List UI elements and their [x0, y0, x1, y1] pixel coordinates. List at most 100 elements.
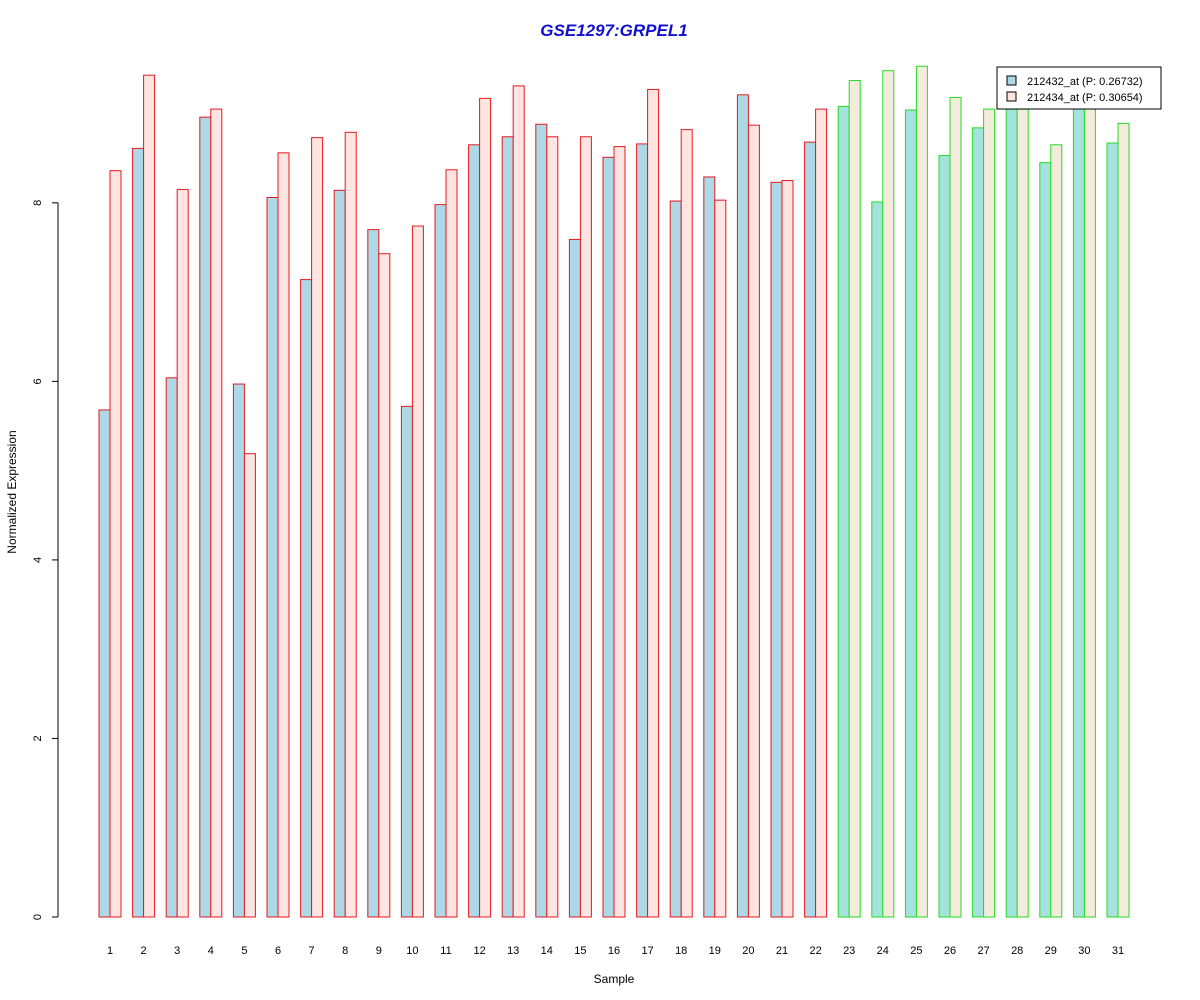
bar-series-2 [109, 170, 122, 918]
x-tick-label: 10 [406, 945, 418, 957]
bar-series-2 [479, 97, 492, 918]
x-tick-label: 19 [709, 945, 721, 957]
bar-series-2 [747, 124, 760, 918]
x-tick-label: 23 [843, 945, 855, 957]
y-tick-label: 0 [32, 914, 44, 920]
bar-series-1 [535, 123, 548, 918]
x-tick-label: 14 [541, 945, 553, 957]
x-tick-label: 29 [1045, 945, 1057, 957]
bar-series-2 [613, 146, 626, 918]
bar-series-2 [344, 131, 357, 918]
bar-series-1 [904, 109, 917, 918]
x-tick-label: 20 [742, 945, 754, 957]
x-tick-label: 4 [208, 945, 214, 957]
bar-series-1 [1039, 162, 1052, 918]
x-tick-label: 18 [675, 945, 687, 957]
bar-series-1 [300, 279, 313, 918]
bar-series-1 [972, 127, 985, 918]
bars [98, 65, 1130, 918]
legend-swatch [1006, 91, 1017, 102]
bar-series-2 [311, 137, 324, 918]
bar-series-2 [1117, 122, 1130, 918]
x-tick-label: 1 [107, 945, 113, 957]
bar-series-2 [143, 74, 156, 918]
x-tick-label: 30 [1078, 945, 1090, 957]
x-tick-label: 28 [1011, 945, 1023, 957]
bar-series-2 [579, 136, 592, 918]
x-tick-label: 21 [776, 945, 788, 957]
bar-series-1 [602, 156, 615, 918]
x-tick-label: 5 [241, 945, 247, 957]
bar-series-2 [949, 96, 962, 918]
bar-series-1 [669, 200, 682, 918]
bar-series-2 [277, 152, 290, 918]
bar-series-2 [546, 136, 559, 918]
chart-title: GSE1297:GRPEL1 [540, 21, 687, 40]
bar-series-1 [98, 409, 111, 918]
bar-series-1 [367, 229, 380, 918]
x-tick-label: 3 [174, 945, 180, 957]
bar-series-1 [199, 116, 212, 918]
bar-series-2 [176, 188, 189, 918]
x-tick-label: 9 [376, 945, 382, 957]
x-tick-label: 24 [877, 945, 889, 957]
bar-series-1 [770, 181, 783, 918]
bar-series-2 [848, 80, 861, 918]
y-tick-label: 6 [32, 378, 44, 384]
x-tick-label: 22 [809, 945, 821, 957]
bar-series-1 [636, 143, 649, 918]
y-tick-label: 4 [32, 557, 44, 563]
bar-series-2 [647, 88, 660, 918]
bar-series-2 [1050, 144, 1063, 918]
x-tick-label: 8 [342, 945, 348, 957]
x-tick-label: 2 [141, 945, 147, 957]
legend-label: 212434_at (P: 0.30654) [1027, 92, 1143, 104]
bar-series-2 [445, 169, 458, 918]
x-tick-label: 12 [473, 945, 485, 957]
y-axis-label: Normalized Expression [5, 430, 19, 553]
bar-series-1 [266, 196, 279, 918]
legend: 212432_at (P: 0.26732) 212434_at (P: 0.30… [996, 66, 1162, 110]
bar-series-1 [468, 144, 481, 918]
bar-series-2 [680, 129, 693, 918]
bar-series-1 [165, 377, 178, 918]
legend-swatch [1006, 75, 1017, 86]
x-tick-label: 25 [910, 945, 922, 957]
bar-series-2 [1083, 106, 1096, 918]
bar-series-1 [1106, 142, 1119, 918]
y-axis: 0 2 4 6 8 [32, 200, 59, 920]
bar-series-1 [703, 176, 716, 918]
x-tick-label: 17 [641, 945, 653, 957]
bar-series-1 [568, 238, 581, 918]
legend-label: 212432_at (P: 0.26732) [1027, 76, 1143, 88]
bar-series-1 [501, 136, 514, 918]
bar-series-2 [1016, 108, 1029, 918]
bar-series-1 [232, 383, 245, 918]
bar-series-1 [132, 147, 145, 918]
x-tick-label: 11 [440, 945, 451, 957]
x-tick-label: 13 [507, 945, 519, 957]
bar-series-2 [781, 180, 794, 918]
x-tick-label: 16 [608, 945, 620, 957]
bar-series-2 [714, 199, 727, 918]
bar-series-1 [837, 105, 850, 918]
bar-series-1 [1072, 107, 1085, 918]
x-tick-label: 26 [944, 945, 956, 957]
legend-box [996, 66, 1162, 110]
bar-series-2 [983, 108, 996, 918]
bar-series-2 [915, 65, 928, 918]
bar-series-1 [804, 141, 817, 918]
x-tick-label: 7 [309, 945, 315, 957]
bar-series-2 [882, 70, 895, 918]
bar-series-2 [815, 108, 828, 918]
x-tick-label: 15 [574, 945, 586, 957]
bar-series-2 [378, 253, 391, 918]
x-tick-label: 6 [275, 945, 281, 957]
bar-series-1 [434, 204, 447, 918]
y-tick-label: 2 [32, 735, 44, 741]
bar-series-1 [1005, 108, 1018, 918]
y-tick-label: 8 [32, 200, 44, 206]
bar-series-2 [411, 225, 424, 918]
bar-series-2 [512, 85, 525, 918]
